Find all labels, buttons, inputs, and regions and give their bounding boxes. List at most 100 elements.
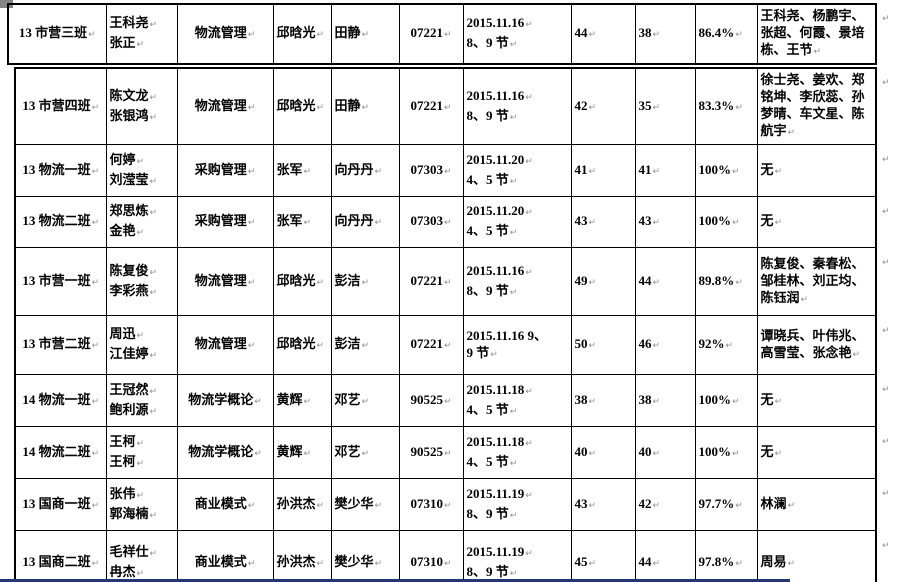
cell-present[interactable]: 35↵	[634, 67, 696, 145]
cell-absent[interactable]: 徐士尧、姜欢、郑铭坤、李欣蕊、孙梦晴、车文星、陈航宇↵	[756, 67, 877, 145]
cell-total[interactable]: 43↵	[570, 478, 636, 531]
cell-checkers[interactable]: 周迅↵ 江佳婷↵	[105, 315, 178, 375]
cell-present[interactable]: 43↵	[634, 196, 696, 248]
cell-datetime[interactable]: 2015.11.20↵ 4、5 节↵	[462, 196, 572, 248]
cell-rate[interactable]: 83.3%↵	[694, 67, 758, 145]
cell-room[interactable]: 07310↵	[398, 478, 464, 531]
cell-absent[interactable]: 王科尧、杨鹏宇、张超、何霞、景培栋、王节↵	[756, 3, 877, 65]
cell-teacher[interactable]: 邱晗光↵	[272, 67, 332, 145]
cell-course[interactable]: 物流学概论↵	[176, 374, 274, 427]
cell-teacher[interactable]: 黄辉↵	[272, 426, 332, 479]
cell-class[interactable]: 13 物流一班↵	[14, 144, 107, 197]
cell-assistant[interactable]: 樊少华↵	[330, 478, 400, 531]
cell-rate[interactable]: 100%↵	[694, 144, 758, 197]
cell-course[interactable]: 物流管理↵	[176, 315, 274, 375]
cell-absent[interactable]: 无↵	[756, 144, 877, 197]
cell-room[interactable]: 07303↵	[398, 144, 464, 197]
cell-assistant[interactable]: 樊少华↵	[330, 530, 400, 582]
cell-room[interactable]: 90525↵	[398, 374, 464, 427]
cell-total[interactable]: 42↵	[570, 67, 636, 145]
cell-datetime[interactable]: 2015.11.19↵ 8、9 节↵	[462, 530, 572, 582]
cell-assistant[interactable]: 向丹丹↵	[330, 144, 400, 197]
cell-class[interactable]: 13 国商一班↵	[14, 478, 107, 531]
cell-assistant[interactable]: 彭洁↵	[330, 247, 400, 316]
cell-absent[interactable]: 无↵	[756, 426, 877, 479]
cell-datetime[interactable]: 2015.11.16↵ 8、9 节↵	[462, 67, 572, 145]
cell-class[interactable]: 13 市营一班↵	[14, 247, 107, 316]
cell-class[interactable]: 13 国商二班↵	[14, 530, 107, 582]
cell-rate[interactable]: 92%↵	[694, 315, 758, 375]
cell-present[interactable]: 41↵	[634, 144, 696, 197]
cell-datetime[interactable]: 2015.11.20↵ 4、5 节↵	[462, 144, 572, 197]
cell-datetime[interactable]: 2015.11.16↵ 8、9 节↵	[462, 3, 572, 65]
cell-room[interactable]: 90525↵	[398, 426, 464, 479]
cell-class[interactable]: 14 物流二班↵	[14, 426, 107, 479]
cell-rate[interactable]: 100%↵	[694, 196, 758, 248]
cell-course[interactable]: 商业模式↵	[176, 478, 274, 531]
cell-teacher[interactable]: 张军↵	[272, 144, 332, 197]
cell-rate[interactable]: 100%↵	[694, 374, 758, 427]
cell-course[interactable]: 采购管理↵	[176, 196, 274, 248]
cell-assistant[interactable]: 向丹丹↵	[330, 196, 400, 248]
cell-assistant[interactable]: 邓艺↵	[330, 426, 400, 479]
cell-absent[interactable]: 陈复俊、秦春松、邹桂林、刘正均、陈钰润↵	[756, 247, 877, 316]
cell-course[interactable]: 物流学概论↵	[176, 426, 274, 479]
cell-course[interactable]: 商业模式↵	[176, 530, 274, 582]
cell-teacher[interactable]: 邱晗光↵	[272, 315, 332, 375]
cell-room[interactable]: 07310↵	[398, 530, 464, 582]
cell-datetime[interactable]: 2015.11.19↵ 8、9 节↵	[462, 478, 572, 531]
cell-total[interactable]: 44↵	[570, 3, 636, 65]
cell-teacher[interactable]: 邱晗光↵	[272, 247, 332, 316]
cell-checkers[interactable]: 王冠然↵ 鲍利源↵	[105, 374, 178, 427]
cell-rate[interactable]: 89.8%↵	[694, 247, 758, 316]
cell-rate[interactable]: 97.8%↵	[694, 530, 758, 582]
cell-teacher[interactable]: 黄辉↵	[272, 374, 332, 427]
cell-present[interactable]: 40↵	[634, 426, 696, 479]
cell-course[interactable]: 物流管理↵	[176, 3, 274, 65]
cell-absent[interactable]: 无↵	[756, 196, 877, 248]
cell-checkers[interactable]: 何婷↵ 刘滢莹↵	[105, 144, 178, 197]
cell-total[interactable]: 40↵	[570, 426, 636, 479]
cell-room[interactable]: 07221↵	[398, 67, 464, 145]
cell-assistant[interactable]: 田静↵	[330, 67, 400, 145]
cell-total[interactable]: 49↵	[570, 247, 636, 316]
cell-present[interactable]: 38↵	[634, 3, 696, 65]
cell-checkers[interactable]: 王柯↵ 王柯↵	[105, 426, 178, 479]
cell-teacher[interactable]: 孙洪杰↵	[272, 530, 332, 582]
cell-rate[interactable]: 100%↵	[694, 426, 758, 479]
cell-present[interactable]: 44↵	[634, 247, 696, 316]
cell-assistant[interactable]: 田静↵	[330, 3, 400, 65]
cell-class[interactable]: 13 市营二班↵	[14, 315, 107, 375]
cell-teacher[interactable]: 孙洪杰↵	[272, 478, 332, 531]
cell-class[interactable]: 13 物流二班↵	[14, 196, 107, 248]
cell-absent[interactable]: 林澜↵	[756, 478, 877, 531]
cell-present[interactable]: 44↵	[634, 530, 696, 582]
cell-class[interactable]: 13 市营三班↵	[7, 3, 107, 65]
cell-present[interactable]: 38↵	[634, 374, 696, 427]
cell-teacher[interactable]: 张军↵	[272, 196, 332, 248]
cell-checkers[interactable]: 张伟↵ 郭海楠↵	[105, 478, 178, 531]
cell-class[interactable]: 13 市营四班↵	[14, 67, 107, 145]
cell-room[interactable]: 07221↵	[398, 315, 464, 375]
cell-rate[interactable]: 97.7%↵	[694, 478, 758, 531]
cell-total[interactable]: 50↵	[570, 315, 636, 375]
cell-total[interactable]: 41↵	[570, 144, 636, 197]
cell-course[interactable]: 物流管理↵	[176, 67, 274, 145]
cell-checkers[interactable]: 陈复俊↵ 李彩燕↵	[105, 247, 178, 316]
cell-class[interactable]: 14 物流一班↵	[14, 374, 107, 427]
cell-datetime[interactable]: 2015.11.18↵ 4、5 节↵	[462, 374, 572, 427]
cell-checkers[interactable]: 毛祥仕↵ 冉杰↵	[105, 530, 178, 582]
cell-total[interactable]: 45↵	[570, 530, 636, 582]
cell-checkers[interactable]: 王科尧↵ 张正↵	[105, 3, 178, 65]
cell-absent[interactable]: 无↵	[756, 374, 877, 427]
cell-course[interactable]: 物流管理↵	[176, 247, 274, 316]
cell-checkers[interactable]: 郑思炼↵ 金艳↵	[105, 196, 178, 248]
cell-course[interactable]: 采购管理↵	[176, 144, 274, 197]
cell-room[interactable]: 07303↵	[398, 196, 464, 248]
cell-checkers[interactable]: 陈文龙↵ 张银鸿↵	[105, 67, 178, 145]
cell-room[interactable]: 07221↵	[398, 247, 464, 316]
cell-absent[interactable]: 谭晓兵、叶伟兆、高雪莹、张念艳↵	[756, 315, 877, 375]
cell-absent[interactable]: 周易↵	[756, 530, 877, 582]
cell-rate[interactable]: 86.4%↵	[694, 3, 758, 65]
cell-present[interactable]: 46↵	[634, 315, 696, 375]
